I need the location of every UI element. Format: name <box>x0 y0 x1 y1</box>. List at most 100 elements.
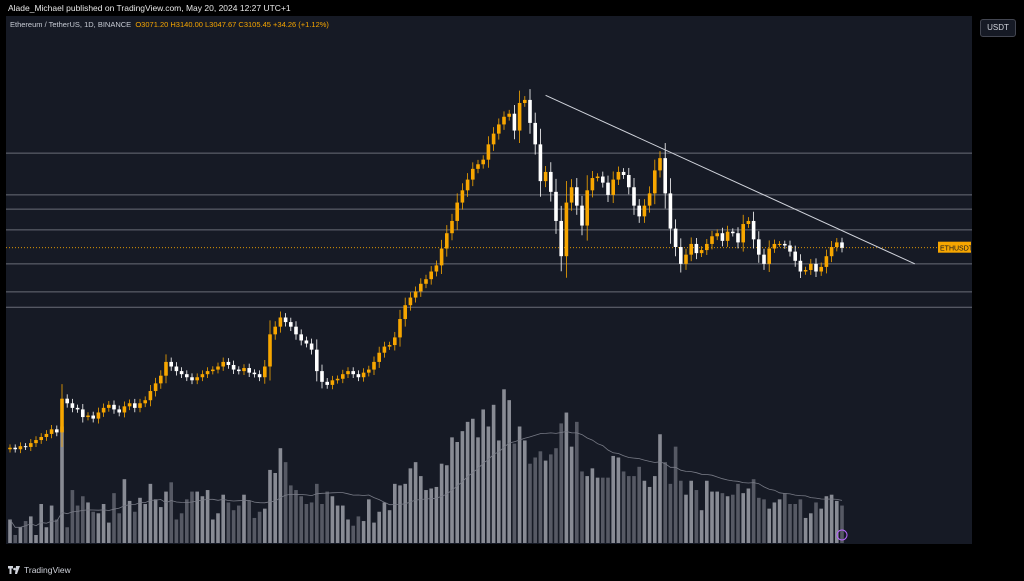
volume-bar <box>476 437 480 543</box>
candle <box>174 366 179 372</box>
candle <box>803 269 808 272</box>
candle <box>658 158 662 171</box>
currency-selector[interactable]: USDT <box>980 19 1016 37</box>
volume-bar <box>528 463 532 543</box>
candle <box>320 371 324 382</box>
volume-bar <box>190 491 194 543</box>
volume-bar <box>242 494 246 543</box>
candle <box>632 187 636 206</box>
symbol-name: Ethereum / TetherUS, 1D, BINANCE <box>10 20 132 29</box>
candle <box>689 243 693 255</box>
symbol-legend: Ethereum / TetherUS, 1D, BINANCE O3071.2… <box>10 20 329 29</box>
volume-bar <box>143 504 147 543</box>
volume-bar <box>44 527 49 543</box>
volume-bar <box>387 510 392 543</box>
volume-bar <box>788 504 792 543</box>
candle <box>455 202 459 221</box>
candle <box>699 250 704 254</box>
volume-bar <box>148 483 153 543</box>
candle <box>252 372 257 375</box>
volume-bar <box>637 466 641 543</box>
volume-bar <box>205 490 210 543</box>
candle <box>273 326 277 335</box>
volume-bar <box>777 499 782 543</box>
footer-brand: TradingView <box>24 565 71 575</box>
tradingview-logo-icon <box>8 565 20 574</box>
candle <box>408 297 413 306</box>
candle <box>746 220 751 225</box>
volume-bar <box>237 505 241 543</box>
candle <box>725 231 730 241</box>
volume-bar <box>725 496 730 543</box>
volume-bar <box>159 507 163 543</box>
ohlc-change: +34.26 (+1.12%) <box>273 20 329 29</box>
volume-bar <box>195 491 199 543</box>
ohlc-close: C3105.45 <box>238 20 271 29</box>
volume-bar <box>325 491 329 543</box>
volume-bar <box>382 502 387 543</box>
candle <box>122 406 127 413</box>
volume-bar <box>429 488 433 543</box>
chart-area[interactable]: 4400.004200.004000.003800.003600.003400.… <box>6 16 972 544</box>
candle <box>580 205 584 226</box>
volume-bar <box>814 502 818 543</box>
volume-bar <box>169 482 173 543</box>
candle <box>96 412 101 419</box>
candle <box>460 190 465 203</box>
volume-bar <box>34 535 38 543</box>
volume-bar <box>361 521 366 543</box>
candle <box>101 407 106 413</box>
candle <box>549 171 553 192</box>
volume-bar <box>101 504 106 543</box>
volume-bar <box>720 493 725 543</box>
volume-bar <box>460 431 465 543</box>
candle <box>751 220 756 240</box>
volume-bar <box>538 451 543 543</box>
candle <box>507 113 511 117</box>
volume-bar <box>200 496 205 543</box>
candle <box>257 374 262 378</box>
volume-bar <box>179 513 184 543</box>
candle <box>653 170 657 194</box>
volume-bar <box>403 483 407 543</box>
volume-bar <box>668 483 673 543</box>
volume-bar <box>341 505 345 543</box>
candle <box>543 171 548 182</box>
candle <box>55 429 59 433</box>
candle <box>398 319 402 338</box>
volume-bar <box>91 511 95 543</box>
volume-bar <box>367 499 371 543</box>
volume-bar <box>621 471 626 543</box>
volume-bar <box>803 517 808 543</box>
volume-bar <box>627 476 631 543</box>
volume-bar <box>653 476 657 543</box>
candle <box>335 378 340 381</box>
volume-bar <box>819 508 823 543</box>
candle <box>809 263 813 270</box>
candle <box>237 369 241 372</box>
volume-bar <box>705 480 709 543</box>
candle <box>585 190 589 226</box>
candle <box>23 446 28 448</box>
candle <box>393 337 397 346</box>
candle <box>8 447 12 450</box>
candle <box>107 404 111 408</box>
volume-bar <box>346 519 350 543</box>
candle <box>419 283 423 292</box>
candle <box>694 243 699 254</box>
volume-bar <box>434 486 439 543</box>
candle <box>325 381 329 385</box>
candle <box>127 403 132 407</box>
candle <box>190 377 194 381</box>
candle <box>164 361 168 376</box>
volume-bar <box>798 499 803 543</box>
candle <box>731 231 735 234</box>
price-chart[interactable]: 4400.004200.004000.003800.003600.003400.… <box>6 16 972 544</box>
candle <box>465 179 470 191</box>
volume-bar <box>523 440 527 543</box>
candle <box>117 409 121 413</box>
volume-bar <box>601 477 605 543</box>
candle <box>829 247 834 257</box>
volume-bar <box>185 499 189 543</box>
volume-bar <box>471 418 475 543</box>
